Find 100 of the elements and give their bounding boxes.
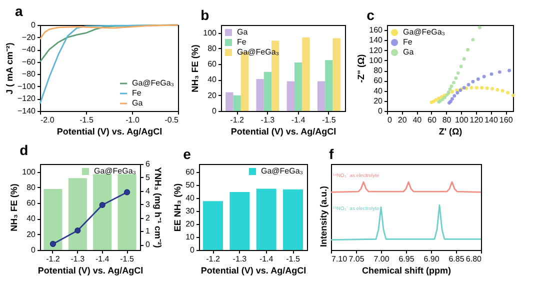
x-tick-label: 80 xyxy=(442,116,452,124)
x-tick-label: 120 xyxy=(470,116,484,124)
x-tick-label: -1.3 xyxy=(70,254,86,264)
y-tick-label: −60 xyxy=(22,57,36,66)
y-tick-label: 60 xyxy=(26,198,36,208)
y-axis-title: NH₃ FE (%) xyxy=(190,44,200,92)
legend-label: Ga@FeGa₃ xyxy=(237,48,280,56)
y-tick-label: 60 xyxy=(374,76,384,86)
x-tick-label: 7.05 xyxy=(348,254,365,264)
y-tick-label: 20 xyxy=(208,90,218,100)
y-tick-label: 60 xyxy=(208,60,218,69)
x-tick-label: -1.3 xyxy=(260,116,276,124)
x-tick-label: 6.95 xyxy=(398,254,415,264)
y-axis-title: NH₃ FE (%) xyxy=(9,184,20,232)
x-tick-label: -2.0 xyxy=(40,116,55,124)
x-tick-label: -1.5 xyxy=(80,116,94,124)
y-axis-title: EE NH₃ (%) xyxy=(172,183,183,232)
x-axis-title: Chemical shift (ppm) xyxy=(362,266,452,276)
x-tick-label: -1.5 xyxy=(286,254,300,264)
y-tick-label: −20 xyxy=(22,32,36,42)
x-tick-label: -1.0 xyxy=(126,116,140,124)
y-tick-label: 20 xyxy=(26,230,36,239)
chart-title: a xyxy=(14,3,23,19)
x-tick-label: 7.00 xyxy=(374,254,390,264)
y2-tick-label: 4 xyxy=(146,186,150,196)
chart-title: d xyxy=(20,142,28,158)
y-tick-label: −40 xyxy=(22,45,36,54)
y-tick-label: 30 xyxy=(186,206,196,216)
x-tick-label: -1.2 xyxy=(46,254,60,264)
x-tick-label: -0.5 xyxy=(164,116,180,124)
y-tick-label: −140 xyxy=(17,106,36,116)
y2-tick-label: 6 xyxy=(146,160,150,168)
y2-axis-title: YNH₃ (mg h⁻¹ cm⁻²) xyxy=(152,167,163,248)
x-tick-label: -1.4 xyxy=(259,254,274,264)
legend-label: Ga@FeGa₃ xyxy=(132,78,174,88)
y-tick-label: 40 xyxy=(186,193,196,202)
x-axis-title: Potential (V) vs. Ag/AgCl xyxy=(38,266,144,276)
x-tick-label: -1.5 xyxy=(322,116,336,124)
x-tick-label: 60 xyxy=(428,116,437,124)
y2-tick-label: 5 xyxy=(146,172,150,182)
chart-title: e xyxy=(183,146,192,162)
y-tick-label: 80 xyxy=(208,44,218,53)
x-axis-title: Potential (V) vs. Ag/AgCl xyxy=(230,126,336,136)
legend-label: Fe xyxy=(237,38,247,46)
x-tick-label: -1.2 xyxy=(230,116,245,124)
legend-label: Ga xyxy=(403,48,414,56)
x-tick-label: 6.85 xyxy=(448,254,465,264)
y-tick-label: 10 xyxy=(186,232,196,242)
y2-tick-label: 0 xyxy=(146,240,150,250)
y-tick-label: 0 xyxy=(31,246,36,254)
y-tick-label: −100 xyxy=(17,82,36,91)
legend-label: Fe xyxy=(403,38,413,46)
y-tick-label: 40 xyxy=(26,214,36,224)
x-tick-label: -1.4 xyxy=(291,116,306,124)
y-tick-label: 40 xyxy=(374,86,384,96)
y2-tick-label: 3 xyxy=(146,200,150,209)
x-tick-label: -1.3 xyxy=(232,254,248,264)
y-tick-label: 100 xyxy=(203,28,218,38)
x-tick-label: 20 xyxy=(398,116,408,124)
y-tick-label: 100 xyxy=(22,167,36,176)
x-tick-label: -1.4 xyxy=(95,254,110,264)
x-tick-label: 40 xyxy=(412,116,422,124)
legend-label: Ga xyxy=(132,98,144,108)
legend-label: Ga@FeGa₃ xyxy=(403,28,446,36)
y-tick-label: 120 xyxy=(369,46,384,55)
x-tick-label: -1.2 xyxy=(206,254,220,264)
y-tick-label: 0 xyxy=(190,246,196,254)
x-tick-label: 6.80 xyxy=(466,254,482,264)
y-tick-label: 60 xyxy=(186,167,196,176)
y-tick-label: 140 xyxy=(369,36,384,45)
x-axis-title: Potential (V) vs. Ag/AgCl xyxy=(56,126,162,136)
x-axis-title: Z' (Ω) xyxy=(438,126,462,136)
y-axis-title: -Z" (Ω) xyxy=(356,54,366,83)
y2-tick-label: 1 xyxy=(146,226,150,236)
y-axis-title: J ( mA cm⁻²) xyxy=(4,42,14,94)
y-tick-label: 0 xyxy=(31,20,36,30)
chart-title: c xyxy=(366,7,375,23)
legend-label: Ga@FeGa₃ xyxy=(261,166,304,176)
y-tick-label: 160 xyxy=(369,26,384,35)
y-tick-label: 0 xyxy=(212,106,218,116)
y2-tick-label: 2 xyxy=(146,213,150,222)
y-tick-label: 100 xyxy=(369,56,384,65)
x-tick-label: -1.5 xyxy=(120,254,134,264)
x-tick-label: 6.90 xyxy=(424,254,440,264)
y-tick-label: −120 xyxy=(17,94,36,104)
y-tick-label: −80 xyxy=(22,70,36,79)
legend-label: Ga xyxy=(237,28,248,36)
x-tick-label: 100 xyxy=(454,116,469,124)
y-axis-title: Intensity (a.u.) xyxy=(318,186,328,248)
chart-title: b xyxy=(200,7,210,23)
y-tick-label: 40 xyxy=(208,75,218,84)
y-tick-label: 20 xyxy=(186,219,196,228)
y-tick-label: 0 xyxy=(378,106,384,116)
x-tick-label: 140 xyxy=(484,116,498,124)
legend-label: Fe xyxy=(132,88,142,98)
x-axis-title: Potential (V) vs. Ag/AgCl xyxy=(200,266,306,276)
y-tick-label: 80 xyxy=(374,66,384,76)
x-tick-label: 160 xyxy=(499,116,514,124)
x-tick-label: 7.10 xyxy=(332,254,348,264)
y-tick-label: 20 xyxy=(374,96,384,106)
